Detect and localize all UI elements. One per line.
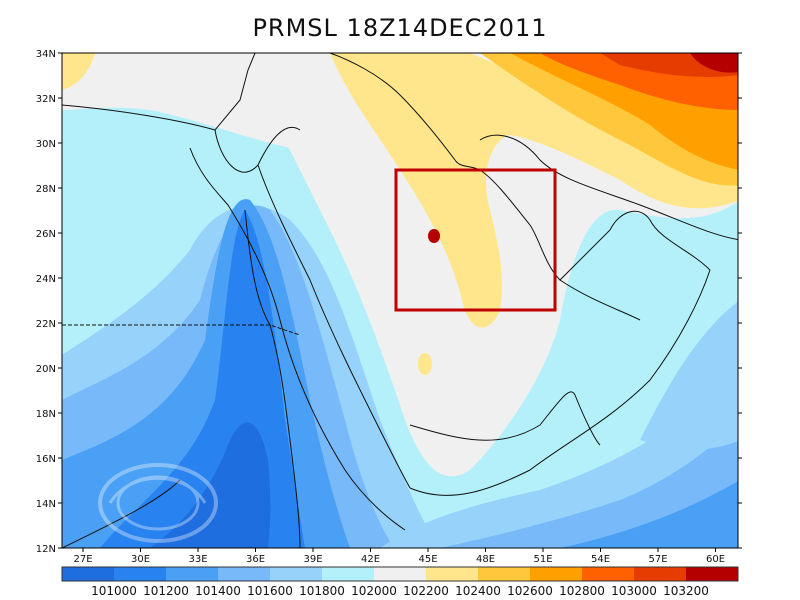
lon-tick-label: 54E: [591, 554, 610, 565]
band-102200-nw: [62, 53, 300, 150]
pressure-legend: 101000 101200 101400 101600 101800 102000 1022…: [61, 566, 739, 598]
legend-frame: [61, 566, 739, 582]
lat-tick-label: 12N: [36, 544, 56, 555]
red-sea-east-coast: [257, 164, 411, 489]
pressure-field: [62, 53, 738, 548]
legend-swatch: [686, 567, 738, 581]
lon-tick-label: 45E: [418, 554, 437, 565]
band-102400-spot: [418, 353, 432, 375]
legend-level-label: 102000: [351, 584, 397, 598]
lon-tick-label: 39E: [303, 554, 322, 565]
lon-tick-label: 36E: [246, 554, 265, 565]
lat-tick-label: 28N: [36, 184, 56, 195]
legend-swatch: [634, 567, 686, 581]
lat-tick-label: 16N: [36, 454, 56, 465]
lat-tick-label: 14N: [36, 499, 56, 510]
legend-level-label: 101200: [143, 584, 189, 598]
red-sea-west-coast: [189, 147, 406, 531]
lat-tick-label: 22N: [36, 319, 56, 330]
lat-tick-label: 26N: [36, 229, 56, 240]
band-102400-nw: [62, 53, 95, 90]
plot-frame: [61, 52, 739, 549]
legend-level-label: 102800: [559, 584, 605, 598]
legend-swatch: [374, 567, 426, 581]
highlight-box: [394, 168, 557, 312]
lon-tick-label: 33E: [188, 554, 207, 565]
legend-swatch: [114, 567, 166, 581]
legend-swatch: [530, 567, 582, 581]
latitude-axis: 34N 32N 30N 28N 26N 24N 22N 20N 18N 16N 14N 12N: [36, 49, 742, 555]
legend-level-label: 102600: [507, 584, 553, 598]
northern-border: [329, 53, 456, 161]
lat-tick-label: 34N: [36, 49, 56, 60]
map-title: PRMSL 18Z14DEC2011: [252, 14, 548, 42]
legend-level-label: 103200: [663, 584, 709, 598]
band-101800-east: [640, 301, 738, 450]
yemen-border: [409, 391, 601, 446]
high-pressure-cell: [428, 229, 440, 243]
legend-level-label: 101800: [299, 584, 345, 598]
legend-swatch: [270, 567, 322, 581]
lon-tick-label: 60E: [706, 554, 725, 565]
legend-level-label: 101600: [247, 584, 293, 598]
nile-border: [244, 209, 301, 548]
lat-tick-label: 24N: [36, 274, 56, 285]
coastlines: [62, 53, 738, 548]
legend-swatch: [478, 567, 530, 581]
legend-level-label: 101000: [91, 584, 137, 598]
legend-swatch: [166, 567, 218, 581]
lat-tick-label: 20N: [36, 364, 56, 375]
legend-swatch: [322, 567, 374, 581]
iran-coast: [479, 134, 738, 241]
lat-tick-label: 18N: [36, 409, 56, 420]
lon-tick-label: 57E: [648, 554, 667, 565]
legend-level-label: 103000: [611, 584, 657, 598]
band-102400: [330, 53, 738, 328]
lat-tick-label: 30N: [36, 139, 56, 150]
lat-tick-label: 32N: [36, 94, 56, 105]
legend-swatch: [426, 567, 478, 581]
lon-tick-label: 27E: [73, 554, 92, 565]
lon-tick-label: 42E: [361, 554, 380, 565]
legend-level-label: 102400: [455, 584, 501, 598]
watermark-logo: [98, 463, 218, 543]
lon-tick-label: 51E: [533, 554, 552, 565]
oman-border: [559, 279, 641, 321]
legend-swatch: [218, 567, 270, 581]
legend-swatch: [582, 567, 634, 581]
band-103400: [690, 53, 738, 73]
longitude-axis: 27E 30E 33E 36E 39E 42E 45E 48E 51E 54E 57E 60E: [73, 548, 725, 565]
band-101400-south: [560, 481, 738, 548]
africa-border: [62, 479, 181, 548]
lon-tick-label: 48E: [476, 554, 495, 565]
legend-swatch: [62, 567, 114, 581]
legend-level-label: 102200: [403, 584, 449, 598]
band-101600-south: [440, 421, 738, 548]
band-101000: [150, 422, 271, 548]
lon-tick-label: 30E: [131, 554, 150, 565]
legend-level-label: 101400: [195, 584, 241, 598]
